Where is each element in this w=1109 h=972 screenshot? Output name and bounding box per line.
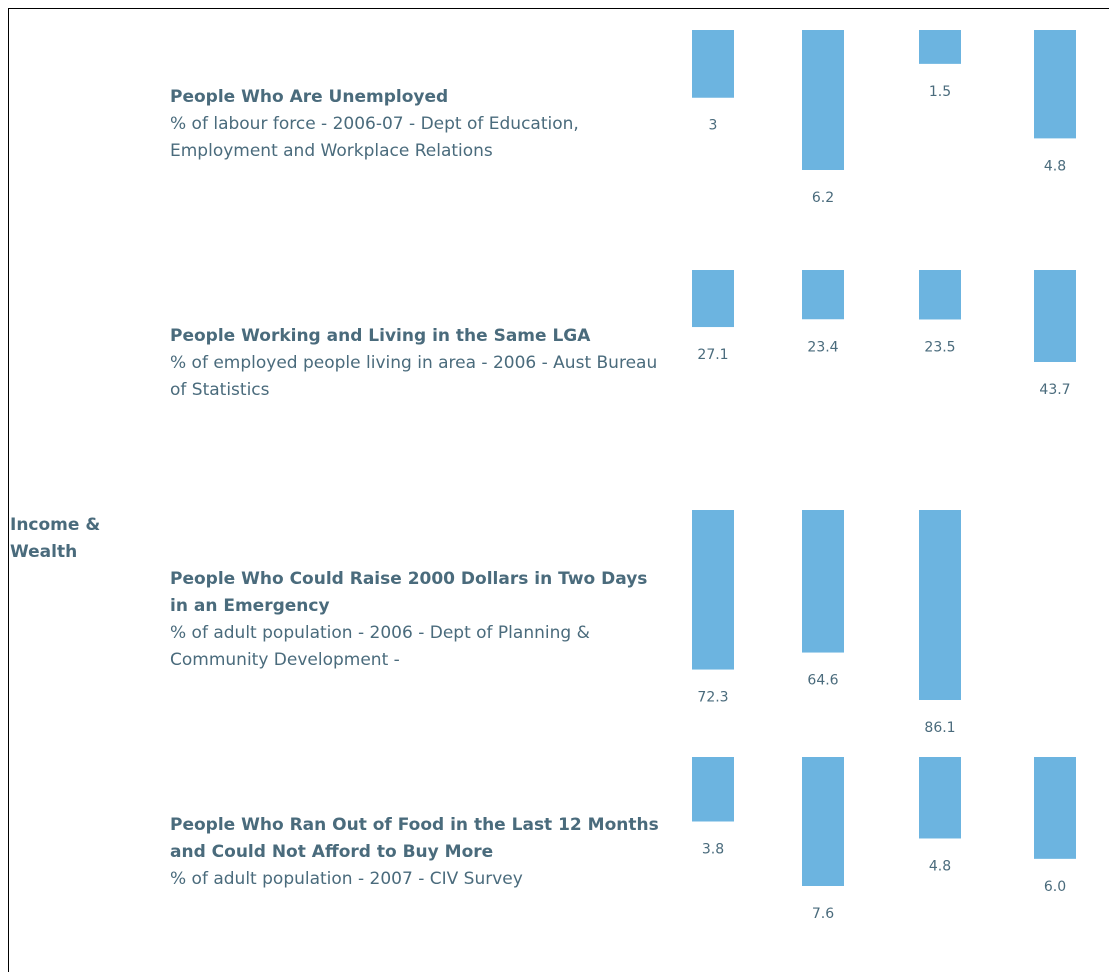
bar (1034, 757, 1076, 859)
value-label: 6.2 (812, 190, 834, 206)
indicator-subtitle: % of labour force - 2006-07 - Dept of Ed… (170, 114, 579, 161)
bar (802, 510, 844, 653)
value-label: 3 (709, 118, 718, 134)
bar (919, 510, 961, 700)
indicator-text: People Working and Living in the Same LG… (170, 323, 670, 404)
value-label: 43.7 (1039, 382, 1070, 398)
bar (692, 270, 734, 328)
value-label: 4.8 (929, 858, 951, 874)
value-label: 23.4 (807, 339, 838, 355)
value-label: 6.0 (1044, 879, 1066, 895)
indicator-title: People Who Could Raise 2000 Dollars in T… (170, 569, 648, 616)
indicator-subtitle: % of adult population - 2007 - CIV Surve… (170, 869, 523, 889)
bar (802, 757, 844, 886)
value-label: 1.5 (929, 84, 951, 100)
indicator-text: People Who Are Unemployed % of labour for… (170, 84, 670, 165)
value-label: 72.3 (697, 690, 728, 706)
indicator-subtitle: % of employed people living in area - 20… (170, 353, 658, 400)
bar (1034, 30, 1076, 139)
bar (802, 270, 844, 320)
bar (919, 30, 961, 64)
value-label: 7.6 (812, 906, 834, 922)
value-label: 86.1 (924, 720, 955, 736)
indicator-text: People Who Could Raise 2000 Dollars in T… (170, 566, 670, 674)
bar (919, 757, 961, 839)
frame (8, 8, 1109, 972)
bar (1034, 270, 1076, 362)
bar (919, 270, 961, 320)
bar (692, 30, 734, 98)
value-label: 27.1 (697, 347, 728, 363)
value-label: 3.8 (702, 842, 724, 858)
value-label: 4.8 (1044, 158, 1066, 174)
indicator-subtitle: % of adult population - 2006 - Dept of P… (170, 623, 590, 670)
indicator-title: People Who Ran Out of Food in the Last 1… (170, 815, 659, 862)
indicator-title: People Who Are Unemployed (170, 87, 449, 107)
bar (692, 510, 734, 670)
section-label: Income & Wealth (10, 515, 101, 562)
value-label: 64.6 (807, 673, 838, 689)
bar (692, 757, 734, 822)
bar (802, 30, 844, 170)
indicator-text: People Who Ran Out of Food in the Last 1… (170, 812, 670, 893)
value-label: 23.5 (924, 339, 955, 355)
indicator-title: People Working and Living in the Same LG… (170, 326, 591, 346)
